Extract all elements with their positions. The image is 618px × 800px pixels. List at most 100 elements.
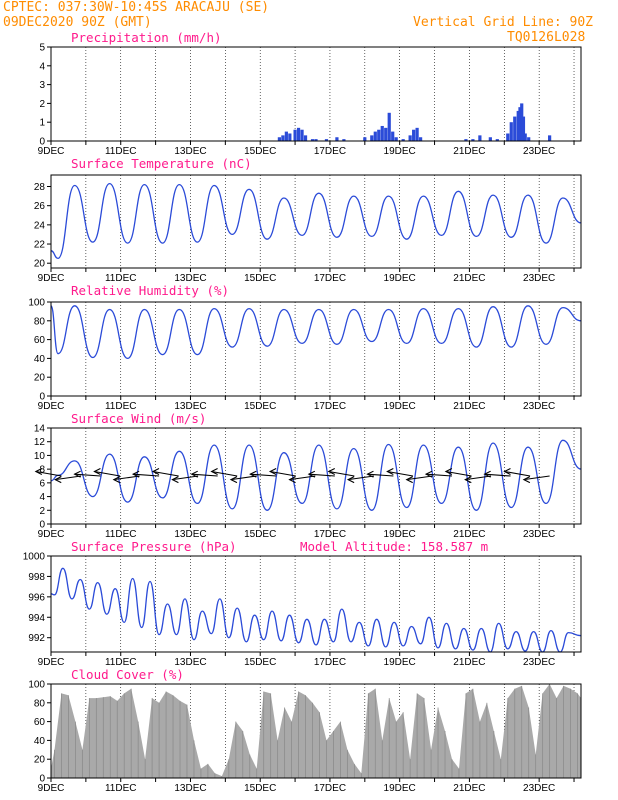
precip-bar (373, 131, 377, 141)
y-tick-label: 40 (34, 354, 46, 365)
precip-bar (518, 107, 522, 141)
rh-frame (50, 301, 582, 397)
x-tick-label: 9DEC (38, 146, 65, 157)
wind-vector-head (346, 476, 355, 484)
x-tick-label: 13DEC (174, 273, 206, 284)
precip-bar (342, 139, 346, 141)
precip-bar (513, 116, 517, 141)
x-tick-label: 19DEC (384, 401, 416, 412)
x-tick-label: 23DEC (523, 146, 555, 157)
y-tick-label: 4 (39, 492, 45, 503)
wind-vector-head (522, 476, 531, 484)
y-tick-label: 0 (39, 392, 45, 403)
y-tick-label: 0 (39, 774, 45, 785)
precip-bar (471, 139, 475, 141)
x-tick-label: 13DEC (174, 146, 206, 157)
y-tick-label: 3 (39, 80, 45, 91)
precip-bar (412, 129, 416, 141)
y-tick-label: 20 (34, 259, 46, 270)
y-tick-label: 2 (39, 506, 45, 517)
x-tick-label: 13DEC (174, 657, 206, 668)
x-tick-label: 23DEC (523, 401, 555, 412)
x-tick-label: 11DEC (105, 657, 137, 668)
wind-vector-shaft (523, 475, 550, 481)
temp-line (50, 182, 582, 260)
wind-vector (464, 475, 492, 484)
precip-bar (509, 122, 513, 141)
y-tick-label: 994 (28, 613, 45, 624)
x-tick-label: 21DEC (453, 401, 485, 412)
precip-bar (377, 129, 381, 141)
precip-bar (303, 135, 308, 141)
x-tick-label: 19DEC (384, 146, 416, 157)
wind-vector-shaft (250, 473, 277, 477)
wind-vector (346, 475, 374, 484)
precip-bar (419, 137, 423, 141)
x-tick-label: 15DEC (244, 783, 276, 794)
wind-vector-shaft (74, 473, 101, 477)
press-frame (50, 555, 582, 653)
wind-vector-shaft (172, 475, 199, 481)
temp-frame (50, 174, 582, 269)
x-tick-label: 9DEC (38, 401, 65, 412)
precip-bar (296, 127, 301, 141)
wind-vector-head (112, 476, 121, 484)
y-tick-label: 80 (34, 316, 46, 327)
x-tick-label: 11DEC (105, 783, 137, 794)
precip-bar (391, 131, 395, 141)
precip-bar (288, 133, 292, 141)
precip-bar (516, 110, 520, 141)
y-tick-label: 996 (28, 592, 45, 603)
y-tick-label: 992 (28, 633, 45, 644)
wind-vector-shaft (211, 470, 238, 477)
y-tick-label: 22 (34, 240, 46, 251)
wind-vector (288, 475, 316, 484)
wind-vector-shaft (387, 470, 414, 477)
wind-vector (54, 475, 82, 484)
wind-vector (93, 467, 121, 477)
y-tick-label: 60 (34, 335, 46, 346)
precip-bar (408, 135, 412, 141)
wind-vector (483, 470, 511, 478)
wind-vector-head (405, 476, 413, 484)
y-tick-label: 60 (34, 717, 46, 728)
precip-bar (293, 129, 297, 141)
grid-note: Vertical Grid Line: 90Z (413, 15, 593, 30)
precip-bar (488, 137, 492, 141)
wind-vector-head (386, 467, 394, 475)
x-tick-label: 9DEC (38, 783, 65, 794)
precip-bar (401, 139, 405, 141)
x-tick-label: 15DEC (244, 146, 276, 157)
x-tick-label: 15DEC (244, 273, 276, 284)
cloud-panel: 0 20 40 60 80 100 9DEC 11DEC 13DEC 15DEC 17DEC 19DE… (28, 680, 582, 794)
y-tick-label: 5 (39, 43, 45, 54)
y-tick-label: 100 (28, 298, 45, 309)
wind-vector-shaft (465, 475, 492, 481)
x-tick-label: 23DEC (523, 529, 555, 540)
precip-bar (335, 137, 339, 141)
wind-vector (366, 470, 394, 478)
precip-bar (415, 127, 419, 141)
wind-vector-head (190, 470, 198, 478)
x-tick-label: 23DEC (523, 783, 555, 794)
wind-vector-shaft (230, 475, 257, 481)
x-tick-label: 21DEC (453, 783, 485, 794)
precip-bar (324, 139, 329, 141)
x-tick-label: 11DEC (105, 273, 137, 284)
wind-vector-shaft (348, 475, 374, 481)
wind-vector-shaft (133, 473, 160, 477)
wind-vector-head (288, 476, 296, 484)
wind-vector-shaft (55, 475, 82, 481)
precip-bar (384, 127, 388, 141)
cloud-frame (50, 683, 582, 779)
y-tick-label: 20 (34, 755, 46, 766)
precip-bar (523, 133, 527, 141)
precip-bar (380, 125, 384, 141)
wind-vector (112, 475, 140, 484)
wind-vector-head (483, 470, 491, 478)
y-tick-label: 1 (39, 118, 45, 129)
wind-vector (151, 467, 179, 477)
y-tick-label: 6 (39, 478, 45, 489)
wind-vector-head (54, 476, 62, 484)
wind-vector-shaft (35, 470, 62, 477)
